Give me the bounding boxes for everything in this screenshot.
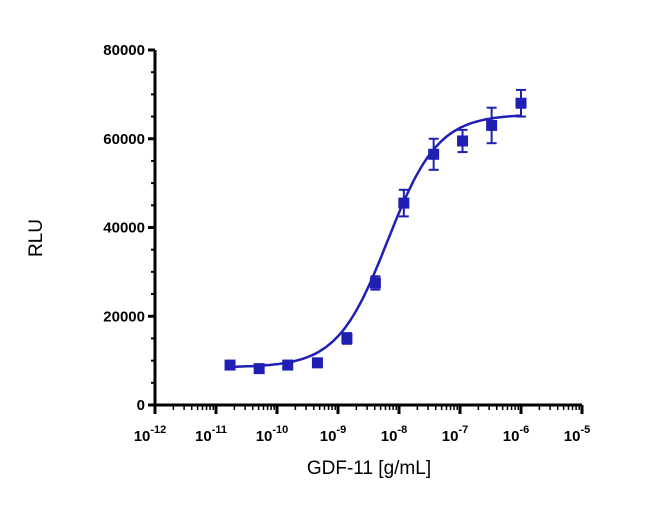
y-axis-title: RLU xyxy=(26,219,47,257)
x-axis: 10-12 10-11 10-10 10-9 10-8 10-7 10-6 10-5 xyxy=(134,403,590,445)
x-tick-label: 10-5 xyxy=(564,424,590,445)
x-tick-label: 10-6 xyxy=(503,424,529,445)
data-point xyxy=(486,106,498,145)
data-point xyxy=(398,188,410,218)
data-point xyxy=(428,137,440,171)
data-marker xyxy=(282,359,294,371)
x-tick-label: 10-8 xyxy=(381,424,407,445)
data-marker xyxy=(398,197,410,209)
y-tick-label: 40000 xyxy=(103,220,145,237)
y-ticks: 0 20000 40000 60000 80000 xyxy=(103,42,155,414)
data-marker xyxy=(428,148,440,160)
data-point xyxy=(282,359,294,371)
data-point xyxy=(311,357,323,369)
x-ticks: 10-12 10-11 10-10 10-9 10-8 10-7 10-6 10-5 xyxy=(134,405,590,445)
x-axis-title: GDF-11 [g/mL] xyxy=(307,458,431,479)
x-tick-label: 10-10 xyxy=(256,424,289,445)
data-point xyxy=(341,332,353,345)
data-marker xyxy=(515,97,527,109)
y-tick-label: 0 xyxy=(137,397,145,414)
data-marker xyxy=(253,363,265,375)
x-tick-label: 10-11 xyxy=(195,424,227,445)
data-points xyxy=(224,88,527,375)
data-point xyxy=(253,363,265,375)
data-point xyxy=(515,88,527,118)
data-marker xyxy=(341,332,353,344)
x-tick-label: 10-7 xyxy=(442,424,468,445)
data-point xyxy=(457,128,469,154)
y-axis: 0 20000 40000 60000 80000 xyxy=(103,42,157,414)
data-marker xyxy=(486,119,498,131)
data-marker xyxy=(224,359,236,371)
x-tick-label: 10-9 xyxy=(320,424,346,445)
x-tick-label: 10-12 xyxy=(134,424,167,445)
fit-curve xyxy=(230,114,522,369)
data-point xyxy=(369,275,381,291)
data-marker xyxy=(457,135,469,147)
data-point xyxy=(224,359,236,371)
data-marker xyxy=(369,277,381,289)
y-tick-label: 20000 xyxy=(103,308,145,325)
plot-area xyxy=(224,88,527,375)
data-marker xyxy=(311,357,323,369)
y-tick-label: 80000 xyxy=(103,42,145,59)
y-tick-label: 60000 xyxy=(103,131,145,148)
